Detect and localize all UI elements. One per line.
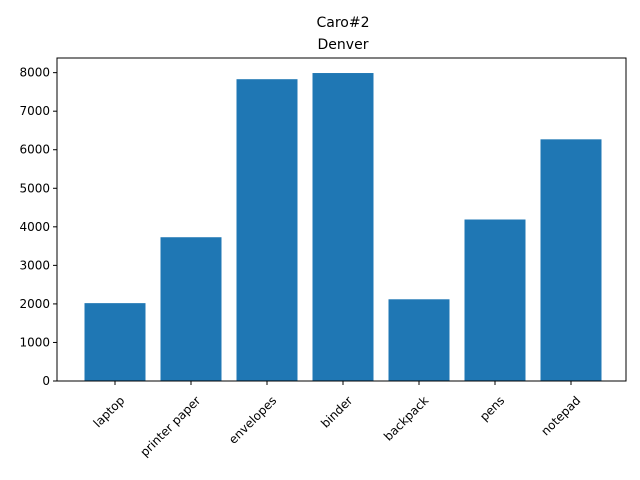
bar-backpack [388, 299, 450, 381]
chart-subtitle: Denver [318, 37, 369, 53]
y-tick-label: 8000 [19, 66, 50, 80]
bar-pens [464, 219, 526, 381]
bars-group [84, 73, 602, 382]
y-tick-label: 0 [42, 374, 50, 388]
bar-envelopes [236, 79, 298, 382]
y-tick-label: 3000 [19, 258, 50, 272]
y-tick-label: 6000 [19, 143, 50, 157]
chart-title: Caro#2 [316, 15, 369, 31]
y-tick-label: 2000 [19, 297, 50, 311]
x-tick-label: printer paper [137, 393, 203, 459]
x-tick-label: backpack [381, 393, 431, 443]
bar-printer-paper [160, 237, 222, 381]
x-tick-label: binder [318, 393, 355, 430]
y-axis: 0 1000 2000 3000 4000 5000 6000 7000 8000 [19, 66, 57, 388]
x-tick-label: envelopes [226, 393, 279, 446]
y-tick-label: 1000 [19, 335, 50, 349]
plot-frame [56, 57, 627, 382]
x-tick-label: notepad [538, 393, 583, 438]
bar-laptop [84, 303, 146, 381]
y-tick-label: 4000 [19, 220, 50, 234]
x-tick-label: pens [477, 393, 507, 423]
bar-notepad [540, 139, 602, 381]
y-tick-label: 7000 [19, 104, 50, 118]
bar-binder [312, 73, 374, 381]
x-axis: laptop printer paper envelopes binder backpa… [91, 381, 583, 459]
y-tick-label: 5000 [19, 181, 50, 195]
x-tick-label: laptop [91, 393, 128, 430]
